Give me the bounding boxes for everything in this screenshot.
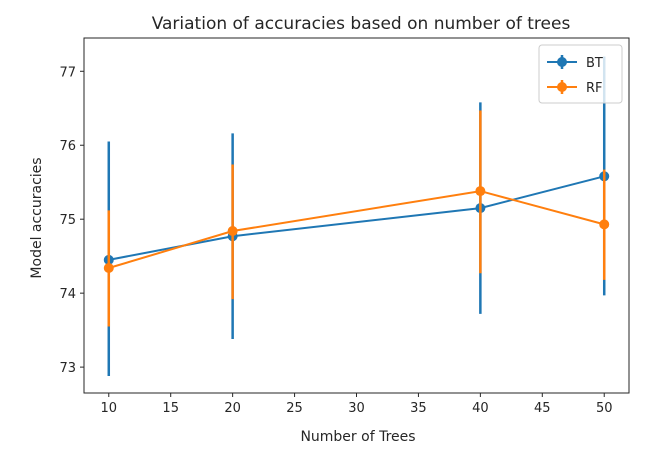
- y-tick-label: 75: [59, 213, 76, 228]
- data-point: [475, 186, 486, 197]
- chart-legend: BT RF: [538, 44, 623, 104]
- series-rf: [103, 110, 610, 327]
- data-point: [103, 263, 114, 274]
- legend-item: BT: [547, 55, 603, 71]
- x-tick-label: 30: [348, 401, 365, 416]
- legend-label: RF: [586, 81, 603, 96]
- legend-marker: [557, 57, 567, 67]
- x-tick-label: 20: [224, 401, 241, 416]
- legend-item: RF: [547, 80, 603, 96]
- legend-marker: [557, 82, 567, 92]
- data-point: [227, 226, 238, 237]
- chart-title: Variation of accuracies based on number …: [152, 14, 571, 34]
- y-axis-label: Model accuracies: [29, 157, 45, 278]
- x-tick-label: 15: [162, 401, 179, 416]
- y-axis-ticks: 73 74 75 76 77: [59, 65, 84, 376]
- series-line: [108, 190, 605, 269]
- series-bt: [103, 56, 610, 376]
- data-point: [599, 219, 610, 230]
- series-layer: [103, 56, 610, 376]
- x-tick-label: 40: [472, 401, 489, 416]
- x-tick-label: 50: [596, 401, 613, 416]
- legend-box: [538, 44, 623, 104]
- x-tick-label: 25: [286, 401, 303, 416]
- y-tick-label: 77: [59, 65, 76, 80]
- x-tick-label: 35: [410, 401, 427, 416]
- series-line: [108, 175, 605, 261]
- x-tick-label: 10: [100, 401, 117, 416]
- x-axis-ticks: 10 15 20 25 30 35 40 45 50: [100, 393, 613, 416]
- y-tick-label: 76: [59, 139, 76, 154]
- legend-label: BT: [586, 56, 603, 71]
- x-tick-label: 45: [534, 401, 551, 416]
- x-axis-label: Number of Trees: [300, 429, 415, 445]
- y-tick-label: 74: [59, 287, 76, 302]
- y-tick-label: 73: [59, 361, 76, 376]
